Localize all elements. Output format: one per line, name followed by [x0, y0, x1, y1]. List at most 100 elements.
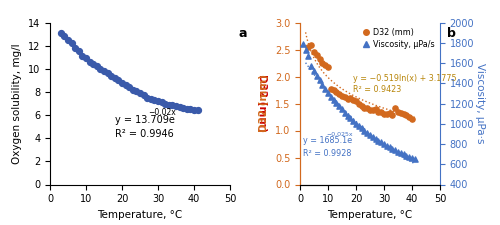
Point: [324, 65, 332, 69]
X-axis label: Temperature, °C: Temperature, °C: [328, 210, 412, 220]
Point: [313, 74, 321, 78]
Point: [122, 83, 130, 87]
Point: [400, 112, 407, 116]
Point: [341, 111, 349, 115]
Point: [327, 95, 335, 98]
Point: [405, 155, 413, 159]
Point: [332, 101, 340, 105]
Point: [82, 56, 90, 60]
Point: [129, 88, 137, 91]
Point: [388, 114, 396, 117]
Point: [402, 154, 410, 157]
Point: [346, 117, 354, 120]
Point: [57, 31, 65, 35]
Point: [397, 111, 405, 115]
Point: [358, 104, 366, 108]
Point: [310, 69, 318, 73]
Y-axis label: Viscosity, μPa·s: Viscosity, μPa·s: [476, 63, 486, 144]
Point: [391, 106, 399, 110]
Point: [111, 76, 119, 80]
Point: [186, 108, 194, 111]
Point: [324, 91, 332, 94]
Point: [321, 63, 329, 66]
Point: [150, 98, 158, 102]
Point: [388, 147, 396, 151]
Point: [299, 42, 307, 45]
Point: [352, 122, 360, 125]
Text: R² = 0.9946: R² = 0.9946: [115, 129, 174, 139]
Point: [363, 106, 371, 110]
Point: [68, 42, 76, 45]
Point: [380, 112, 388, 116]
Point: [140, 94, 147, 97]
Point: [377, 141, 385, 144]
Point: [338, 108, 346, 111]
Point: [383, 144, 391, 148]
Point: [147, 97, 155, 101]
Point: [360, 106, 368, 110]
Point: [335, 92, 343, 96]
Point: [60, 35, 68, 38]
Point: [372, 137, 380, 141]
Point: [176, 105, 184, 109]
Point: [71, 46, 79, 50]
Point: [313, 53, 321, 57]
Point: [335, 105, 343, 108]
Point: [104, 72, 112, 75]
Point: [304, 54, 312, 57]
Point: [172, 104, 180, 108]
Point: [386, 146, 394, 149]
Text: D32 (mm): D32 (mm): [258, 74, 268, 133]
Point: [114, 79, 122, 82]
Point: [397, 151, 405, 155]
Point: [183, 108, 191, 111]
Point: [400, 153, 407, 156]
Point: [165, 103, 173, 106]
Point: [349, 119, 357, 123]
Point: [316, 78, 324, 82]
Point: [96, 67, 104, 71]
Point: [358, 126, 366, 130]
Text: y = 1685.1e: y = 1685.1e: [303, 136, 352, 145]
Point: [64, 38, 72, 42]
Point: [411, 158, 419, 161]
Text: y = 13.709e: y = 13.709e: [115, 115, 174, 125]
Text: y = −0.519ln(x) + 3.1775
R² = 0.9423: y = −0.519ln(x) + 3.1775 R² = 0.9423: [353, 74, 457, 94]
Point: [408, 117, 416, 120]
Point: [307, 43, 315, 47]
Point: [316, 57, 324, 61]
Point: [302, 48, 310, 52]
Point: [346, 96, 354, 100]
X-axis label: Temperature, °C: Temperature, °C: [98, 210, 182, 220]
Y-axis label: D32 (mm): D32 (mm): [259, 74, 269, 133]
Point: [369, 135, 377, 139]
Point: [349, 99, 357, 102]
Point: [194, 109, 202, 112]
Point: [369, 108, 377, 112]
Y-axis label: Oxygen solubility, mg/l: Oxygen solubility, mg/l: [12, 43, 22, 164]
Point: [190, 109, 198, 112]
Point: [405, 115, 413, 119]
Point: [360, 129, 368, 133]
Point: [179, 106, 187, 110]
Point: [161, 102, 169, 105]
Point: [118, 81, 126, 84]
Point: [341, 95, 349, 99]
Point: [154, 99, 162, 103]
Point: [321, 88, 329, 91]
Point: [93, 65, 101, 68]
Point: [327, 88, 335, 91]
Point: [408, 157, 416, 160]
Legend: D32 (mm), Viscosity, μPa/s: D32 (mm), Viscosity, μPa/s: [362, 27, 436, 50]
Point: [304, 45, 312, 49]
Point: [143, 96, 151, 99]
Point: [374, 139, 382, 142]
Point: [377, 110, 385, 113]
Point: [344, 114, 351, 117]
Point: [383, 112, 391, 116]
Text: −0.025x: −0.025x: [326, 132, 352, 137]
Point: [386, 111, 394, 115]
Text: −0.02x: −0.02x: [148, 108, 176, 117]
Point: [355, 124, 363, 128]
Point: [380, 142, 388, 146]
